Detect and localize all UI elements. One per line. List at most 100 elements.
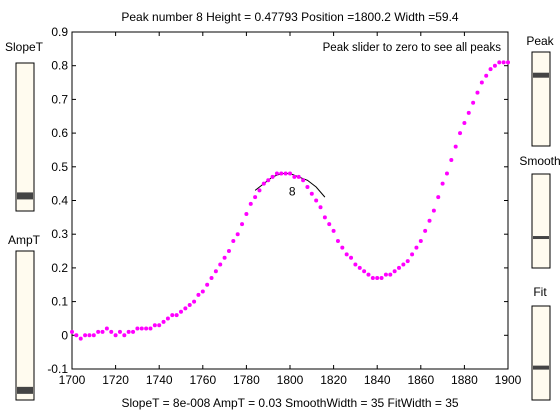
data-points	[70, 60, 510, 341]
x-tick-label: 1820	[320, 373, 347, 387]
y-tick-label: 0.5	[51, 160, 68, 174]
data-point	[131, 329, 136, 334]
data-point	[270, 174, 275, 179]
peak-number-label: 8	[289, 184, 296, 198]
data-point	[414, 245, 419, 250]
data-point	[165, 316, 170, 321]
slopet-slider[interactable]	[15, 62, 35, 212]
data-point	[449, 158, 454, 163]
smooth-slider-label: Smooth	[519, 154, 560, 168]
data-point	[423, 228, 428, 233]
data-point	[506, 60, 510, 65]
data-point	[157, 323, 162, 328]
data-point	[261, 181, 266, 186]
data-point	[152, 323, 157, 328]
data-point	[244, 211, 249, 216]
smooth-slider-thumb[interactable]	[533, 236, 549, 240]
data-point	[135, 326, 140, 331]
data-point	[266, 178, 271, 183]
x-tick-label: 1760	[189, 373, 216, 387]
ampt-slider[interactable]	[15, 250, 35, 401]
data-point	[109, 329, 114, 334]
data-point	[74, 333, 79, 338]
data-point	[331, 228, 336, 233]
data-point	[370, 276, 375, 281]
data-point	[96, 329, 101, 334]
data-point	[318, 205, 323, 210]
peak-slider-group: Peak	[526, 34, 555, 147]
data-point	[492, 63, 497, 68]
data-point	[362, 269, 367, 274]
data-point	[366, 272, 371, 277]
data-point	[466, 110, 471, 115]
data-point	[87, 333, 92, 338]
data-point	[305, 185, 310, 190]
peak-slider[interactable]	[531, 51, 551, 147]
peak-slider-label: Peak	[526, 34, 554, 48]
data-point	[427, 218, 432, 223]
data-point	[383, 272, 388, 277]
y-tick-label: 0.4	[51, 194, 68, 208]
plot-annotation: Peak slider to zero to see all peaks	[323, 42, 502, 54]
data-point	[161, 319, 166, 324]
slopet-slider-thumb[interactable]	[17, 192, 33, 200]
smooth-slider[interactable]	[531, 173, 551, 269]
smooth-slider-group: Smooth	[519, 154, 560, 269]
data-point	[248, 201, 253, 206]
data-point	[183, 306, 188, 311]
data-point	[484, 73, 489, 78]
data-point	[222, 255, 227, 260]
data-point	[83, 333, 88, 338]
data-point	[117, 329, 122, 334]
data-point	[235, 232, 240, 237]
x-tick-label: 1860	[407, 373, 434, 387]
ampt-slider-thumb[interactable]	[17, 386, 33, 394]
parameter-status-line: SlopeT = 8e-008 AmpT = 0.03 SmoothWidth …	[121, 396, 458, 410]
data-point	[418, 238, 423, 243]
data-point	[283, 171, 288, 176]
data-point	[322, 215, 327, 220]
data-point	[187, 302, 192, 307]
data-point	[405, 259, 410, 264]
peak-info-title: Peak number 8 Height = 0.47793 Position …	[121, 10, 459, 24]
data-point	[340, 245, 345, 250]
peak-slider-thumb[interactable]	[533, 72, 549, 78]
ampt-slider-group: AmpT	[8, 233, 41, 401]
plot-area: -0.1 0 0.1 0.2 0.3 0.4 0.5 0.6 0.7 0.8 0.9 1700 172…	[47, 25, 521, 387]
data-point	[344, 252, 349, 257]
data-point	[309, 191, 314, 196]
data-point	[314, 198, 319, 203]
data-point	[209, 276, 214, 281]
x-axis: 1700 1720 1740 1760 1780 1800 1820 1840 1860 1880…	[59, 32, 522, 387]
data-point	[440, 181, 445, 186]
fit-slider[interactable]	[531, 305, 551, 401]
data-point	[179, 309, 183, 314]
fit-slider-label: Fit	[533, 285, 547, 299]
y-tick-label: 0.6	[51, 126, 68, 140]
data-point	[113, 333, 118, 338]
data-point	[462, 120, 467, 125]
fit-slider-thumb[interactable]	[533, 365, 549, 370]
data-point	[397, 265, 401, 270]
y-tick-label: 0.3	[51, 227, 68, 241]
data-point	[353, 262, 358, 267]
data-point	[231, 238, 236, 243]
data-point	[375, 276, 380, 281]
slopet-slider-group: SlopeT	[5, 40, 44, 212]
x-tick-label: 1740	[146, 373, 173, 387]
slopet-slider-label: SlopeT	[5, 40, 44, 54]
data-point	[196, 292, 201, 297]
data-point	[240, 222, 245, 227]
data-point	[479, 80, 484, 85]
data-point	[213, 269, 218, 274]
y-axis: -0.1 0 0.1 0.2 0.3 0.4 0.5 0.6 0.7 0.8 0.9	[47, 25, 508, 376]
data-point	[253, 195, 258, 200]
data-point	[104, 326, 109, 331]
data-point	[392, 269, 397, 274]
data-point	[192, 299, 197, 304]
data-point	[388, 272, 393, 277]
data-point	[91, 333, 96, 338]
data-point	[279, 171, 284, 176]
x-tick-label: 1720	[102, 373, 129, 387]
